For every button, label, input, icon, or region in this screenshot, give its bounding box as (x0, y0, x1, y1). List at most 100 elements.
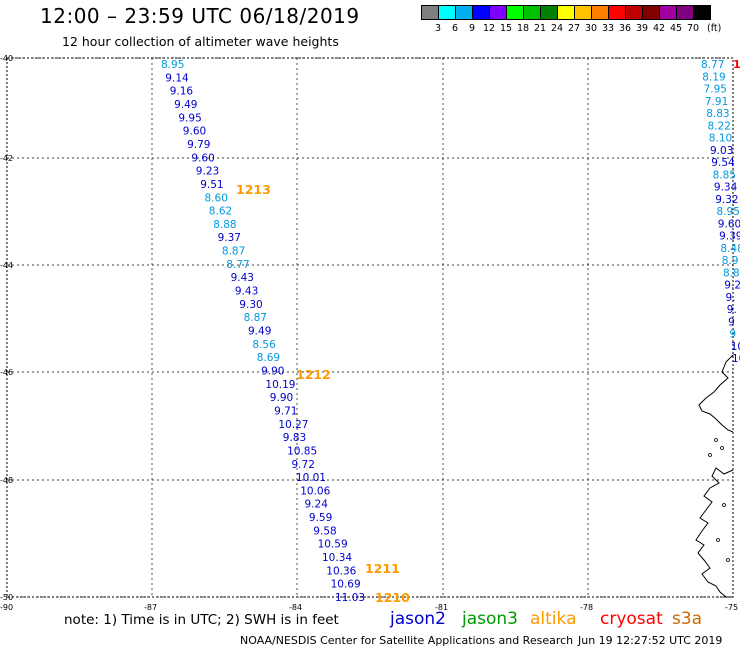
wave-height-value: 10 (732, 353, 740, 365)
scale-label: 70 (686, 23, 700, 34)
wave-height-value: 9.16 (170, 86, 194, 98)
wave-height-value: 8.69 (257, 352, 280, 364)
wave-height-value: 9.49 (248, 326, 271, 338)
island-outline (714, 438, 718, 442)
lat-tick-label: -42 (0, 154, 13, 163)
scale-label: 3 (434, 23, 442, 34)
wave-height-value: 10.01 (296, 472, 326, 484)
scale-unit: (ft) (707, 23, 722, 34)
wave-height-value: 7.95 (704, 84, 727, 96)
page-title: 12:00 – 23:59 UTC 06/18/2019 (40, 4, 360, 28)
scale-swatch (693, 5, 711, 20)
lon-tick-label: -78 (580, 603, 593, 612)
lon-tick-label: -87 (144, 603, 157, 612)
wave-height-value: 9.43 (231, 272, 254, 284)
credit-text: NOAA/NESDIS Center for Satellite Applica… (240, 634, 574, 647)
wave-height-value: 9.24 (305, 499, 329, 511)
wave-height-value: 8.56 (252, 339, 276, 351)
wave-height-value: 11.03 (335, 592, 365, 604)
satellite-s3a: s3a (672, 609, 703, 629)
lat-tick-label: -50 (0, 593, 13, 602)
wave-height-value: 9.37 (218, 232, 241, 244)
wave-height-value: 8.95 (161, 59, 184, 71)
wave-height-value: 8.87 (222, 246, 245, 258)
scale-label: 6 (451, 23, 459, 34)
wave-height-value: 10.59 (318, 539, 348, 551)
wave-height-value: 9.39 (719, 231, 740, 243)
scale-label: 18 (516, 23, 530, 34)
wave-height-value: 9.30 (239, 299, 262, 311)
wave-height-value: 9.14 (165, 72, 189, 84)
note-text: note: 1) Time is in UTC; 2) SWH is in fe… (64, 612, 339, 628)
satellite-altika: altika (530, 609, 577, 629)
wave-height-value: 8.77 (701, 59, 724, 71)
wave-height-value: 10.34 (322, 552, 352, 564)
satellite-jason3: jason3 (462, 609, 518, 629)
wave-height-value: 8.10 (709, 133, 732, 145)
scale-label: 39 (635, 23, 649, 34)
timestamp-text: Jun 19 12:27:52 UTC 2019 (578, 634, 723, 647)
lat-tick-label: -44 (0, 261, 13, 270)
wave-height-value: 9.32 (715, 194, 738, 206)
wave-height-value: 9.51 (200, 179, 223, 191)
lon-tick-label: -75 (725, 603, 738, 612)
page-subtitle: 12 hour collection of altimeter wave hei… (62, 34, 339, 49)
wave-height-value: 9.2 (724, 280, 740, 292)
pass-time-label: 1212 (296, 367, 331, 382)
wave-height-value: 10.69 (331, 579, 361, 591)
wave-height-value: 9. (727, 304, 737, 316)
scale-label: 30 (584, 23, 598, 34)
scale-label: 21 (533, 23, 547, 34)
scale-label: 42 (652, 23, 666, 34)
wave-height-value: 8.85 (713, 169, 736, 181)
wave-height-value: 9.43 (235, 286, 258, 298)
island-outline (716, 538, 720, 542)
wave-height-value: 8.48 (720, 243, 740, 255)
wave-height-value: 9.49 (174, 99, 197, 111)
satellite-cryosat: cryosat (600, 609, 663, 629)
wave-height-value: 8.83 (706, 108, 729, 120)
wave-height-value: 9.72 (292, 459, 315, 471)
scale-label: 12 (482, 23, 496, 34)
wave-height-value: 8.62 (209, 206, 232, 218)
scale-label: 33 (601, 23, 615, 34)
wave-height-value: 8.88 (213, 219, 236, 231)
wave-height-value: 9.90 (270, 392, 293, 404)
lat-tick-label: -40 (0, 54, 13, 63)
wave-height-value: 9.90 (261, 366, 284, 378)
wave-height-value: 8.60 (205, 192, 228, 204)
wave-height-value: 9.60 (183, 126, 206, 138)
lon-tick-label: -90 (0, 603, 13, 612)
wave-height-value: 10.06 (300, 485, 330, 497)
wave-height-value: 10.36 (326, 565, 356, 577)
wave-height-value: 9.83 (283, 432, 306, 444)
satellite-jason2: jason2 (390, 609, 446, 629)
wave-height-value: 8.9 (722, 255, 739, 267)
scale-label: 36 (618, 23, 632, 34)
lat-tick-label: -46 (0, 368, 13, 377)
wave-height-value: 8.87 (244, 312, 267, 324)
coastline (698, 354, 734, 433)
wave-height-value: 8.22 (708, 120, 731, 132)
scale-label: 15 (499, 23, 513, 34)
scale-label: 9 (468, 23, 476, 34)
lat-tick-label: -48 (0, 476, 13, 485)
lon-tick-label: -81 (435, 603, 448, 612)
pass-time-label: 1210 (375, 590, 410, 605)
wave-height-value: 9.58 (313, 525, 336, 537)
wave-height-value: 9.60 (718, 218, 740, 230)
wave-height-value: 9. (726, 292, 736, 304)
island-outline (722, 503, 726, 507)
wave-height-value: 9.95 (178, 112, 201, 124)
wave-height-value: 7.91 (705, 96, 728, 108)
wave-height-value: 8.95 (717, 206, 740, 218)
scale-label: 27 (567, 23, 581, 34)
wave-height-value: 10.85 (287, 445, 317, 457)
wave-height-value: 10 (731, 341, 740, 353)
wave-height-value: 9.03 (710, 145, 733, 157)
island-outline (720, 446, 724, 450)
map-frame (6, 57, 734, 598)
wave-height-value: 9.79 (187, 139, 210, 151)
pass-time-label: 1211 (365, 561, 400, 576)
